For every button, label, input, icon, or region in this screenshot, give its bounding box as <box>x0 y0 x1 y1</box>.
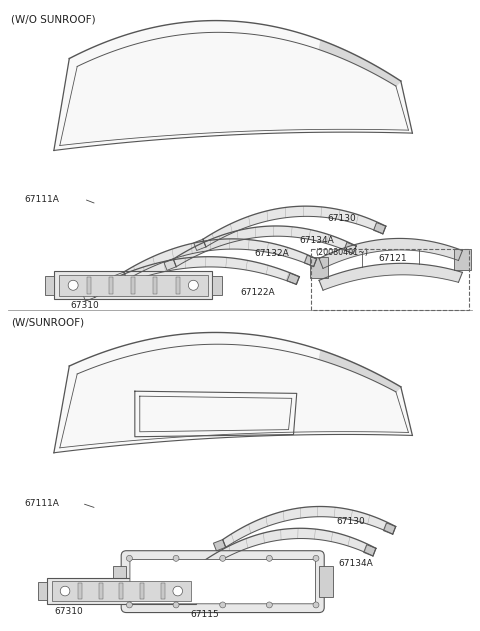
Polygon shape <box>384 523 396 534</box>
Polygon shape <box>83 290 95 301</box>
Bar <box>120 583 123 599</box>
Circle shape <box>266 555 272 562</box>
Circle shape <box>126 602 132 608</box>
Circle shape <box>60 586 70 596</box>
Polygon shape <box>54 333 412 453</box>
Bar <box>59 274 207 296</box>
Circle shape <box>173 555 179 562</box>
Bar <box>87 277 91 293</box>
Circle shape <box>126 555 132 562</box>
Bar <box>319 566 333 597</box>
Bar <box>109 277 113 293</box>
Text: (W/SUNROOF): (W/SUNROOF) <box>11 318 84 328</box>
Text: 67132A: 67132A <box>255 249 289 258</box>
Bar <box>195 582 204 601</box>
Polygon shape <box>124 239 317 280</box>
Bar <box>176 277 180 293</box>
Polygon shape <box>115 272 127 283</box>
Bar <box>52 581 191 601</box>
Bar <box>140 583 144 599</box>
Circle shape <box>173 602 179 608</box>
Polygon shape <box>319 40 401 86</box>
Text: 67111A: 67111A <box>24 194 60 204</box>
Polygon shape <box>364 545 376 556</box>
Polygon shape <box>173 226 356 267</box>
Text: 67134A: 67134A <box>300 236 334 245</box>
Polygon shape <box>319 239 462 268</box>
Polygon shape <box>203 528 376 569</box>
Circle shape <box>313 602 319 608</box>
Polygon shape <box>319 350 401 392</box>
Text: 67134A: 67134A <box>339 559 373 569</box>
Polygon shape <box>194 239 206 251</box>
Polygon shape <box>214 540 226 551</box>
Circle shape <box>68 280 78 290</box>
Text: 67121: 67121 <box>378 254 407 263</box>
Bar <box>38 582 47 601</box>
FancyBboxPatch shape <box>121 551 324 613</box>
Polygon shape <box>287 273 300 285</box>
Circle shape <box>188 280 198 290</box>
Text: (W/O SUNROOF): (W/O SUNROOF) <box>11 15 96 25</box>
Text: (20080401~): (20080401~) <box>315 248 368 257</box>
Bar <box>47 577 195 604</box>
Polygon shape <box>344 242 356 254</box>
Bar <box>161 583 165 599</box>
Polygon shape <box>319 263 462 290</box>
Circle shape <box>313 555 319 562</box>
Bar <box>113 566 126 597</box>
Bar <box>311 249 469 310</box>
Polygon shape <box>164 259 176 270</box>
Polygon shape <box>304 256 317 266</box>
Bar <box>154 277 157 293</box>
Text: 67310: 67310 <box>70 300 99 310</box>
Bar <box>54 271 212 299</box>
Text: 67122A: 67122A <box>240 288 275 297</box>
Text: 67310: 67310 <box>54 607 83 616</box>
Polygon shape <box>54 21 412 150</box>
Polygon shape <box>373 223 386 234</box>
Bar <box>78 583 82 599</box>
Bar <box>131 277 135 293</box>
FancyBboxPatch shape <box>130 560 315 604</box>
Polygon shape <box>194 562 206 573</box>
Polygon shape <box>223 507 396 547</box>
Text: 67111A: 67111A <box>24 499 60 508</box>
Bar <box>45 276 54 295</box>
Polygon shape <box>203 206 386 247</box>
Bar <box>212 276 222 295</box>
Bar <box>99 583 103 599</box>
Text: 67115: 67115 <box>191 610 219 619</box>
Circle shape <box>220 602 226 608</box>
Circle shape <box>266 602 272 608</box>
Circle shape <box>220 555 226 562</box>
Bar <box>311 257 328 278</box>
Polygon shape <box>92 257 300 297</box>
Bar <box>454 249 471 270</box>
Text: 67130: 67130 <box>337 517 366 526</box>
Circle shape <box>173 586 182 596</box>
Text: 67130: 67130 <box>327 215 356 223</box>
